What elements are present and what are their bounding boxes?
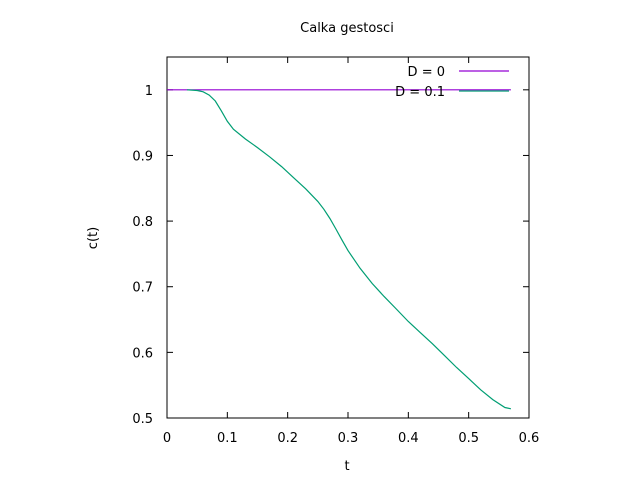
x-tick-label: 0.1 [217, 431, 238, 446]
series-layer [167, 89, 512, 410]
y-tick-label: 0.9 [132, 149, 153, 164]
legend-label-2: D = 0.1 [395, 85, 445, 100]
x-axis-title: t [344, 459, 349, 474]
y-tick-label: 0.6 [132, 346, 153, 361]
y-tick-label: 0.8 [132, 215, 153, 230]
x-tick-label: 0.5 [458, 431, 479, 446]
y-axis-title: c(t) [86, 227, 101, 249]
legend-label-1: D = 0 [408, 65, 445, 80]
x-tick-label: 0.2 [277, 431, 298, 446]
y-tick-label: 0.7 [132, 281, 153, 296]
series-line-2 [186, 89, 512, 410]
y-axis: 0.5 0.6 0.7 0.8 0.9 1 [132, 84, 529, 427]
x-tick-label: 0.6 [519, 431, 540, 446]
x-tick-label: 0 [163, 431, 171, 446]
legend: D = 0 D = 0.1 [395, 65, 509, 100]
y-tick-label: 1 [145, 84, 153, 99]
x-axis: 0 0.1 0.2 0.3 0.4 0.5 0.6 [163, 57, 539, 446]
y-tick-label: 0.5 [132, 412, 153, 427]
chart-title: Calka gestosci [300, 21, 394, 36]
x-tick-label: 0.4 [398, 431, 419, 446]
x-tick-label: 0.3 [338, 431, 359, 446]
